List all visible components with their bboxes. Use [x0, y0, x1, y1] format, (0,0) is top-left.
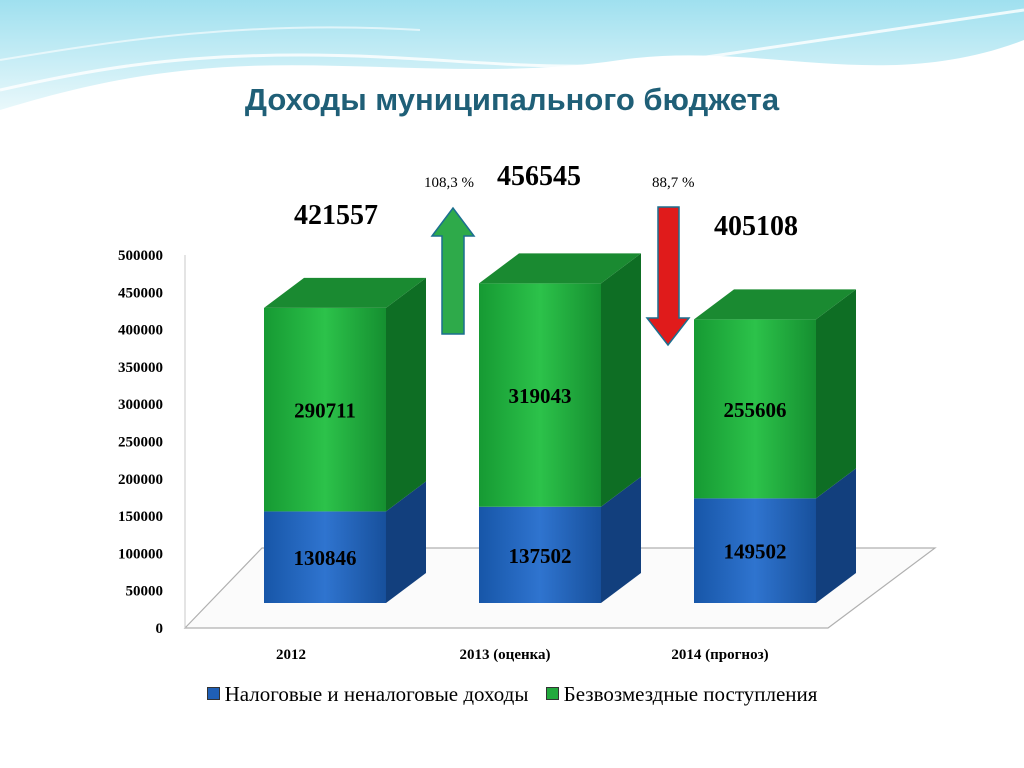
y-tick-label: 200000: [118, 472, 163, 488]
bar-segment-free: 319043: [479, 253, 641, 507]
x-tick-label: 2013 (оценка): [459, 647, 550, 663]
y-tick-label: 150000: [118, 509, 163, 525]
bar-top: [479, 253, 641, 284]
bar-front: [264, 307, 386, 512]
bar-front: [264, 511, 386, 603]
y-tick-label: 350000: [118, 360, 163, 376]
legend-item-tax: Налоговые и неналоговые доходы: [206, 682, 529, 707]
y-tick-label: 250000: [118, 435, 163, 451]
y-tick-label: 50000: [126, 584, 164, 600]
total-label-2013: 456545: [497, 161, 581, 192]
x-tick-label: 2014 (прогноз): [671, 647, 768, 663]
background-wave: [0, 0, 1024, 110]
y-tick-label: 450000: [118, 285, 163, 301]
data-label-free: 255606: [724, 398, 787, 422]
bar-front: [479, 283, 601, 507]
plot-area: 130846 290711 137502 319043 149502 255606: [183, 253, 937, 629]
data-label-tax: 137502: [509, 544, 572, 568]
data-label-free: 319043: [509, 384, 572, 408]
x-axis: 2012 2013 (оценка) 2014 (прогноз): [276, 647, 769, 663]
total-label-2012: 421557: [294, 200, 378, 231]
y-tick-label: 100000: [118, 546, 163, 562]
change-label-down: 88,7 %: [652, 175, 695, 191]
data-label-free: 290711: [294, 399, 356, 423]
change-label-up: 108,3 %: [424, 175, 474, 191]
legend-swatch-tax: [206, 687, 220, 700]
bar-segment-tax: 149502: [694, 468, 856, 603]
bar-segment-tax: 137502: [479, 476, 641, 603]
y-axis: 0 50000 100000 150000 200000 250000 300000 3500…: [118, 248, 163, 637]
legend: Налоговые и неналоговые доходы Безвозмез…: [0, 682, 1024, 707]
bar-top: [694, 289, 856, 320]
bar-side: [816, 289, 856, 499]
legend-item-free: Безвозмездные поступления: [545, 682, 818, 707]
bar-front: [479, 506, 601, 603]
bar-side: [386, 277, 426, 512]
change-arrows: [430, 206, 691, 347]
bar-side: [601, 253, 641, 507]
legend-swatch-free: [545, 687, 559, 700]
bar-front: [694, 319, 816, 499]
y-tick-label: 400000: [118, 323, 163, 339]
arrow-down-icon: [645, 206, 691, 347]
bar-segment-free: 255606: [694, 289, 856, 499]
total-label-2014: 405108: [714, 211, 798, 242]
bar-segment-free: 290711: [264, 277, 426, 512]
bar-side: [816, 468, 856, 603]
arrow-up-icon: [430, 206, 476, 335]
bar-front: [694, 498, 816, 603]
chart-title: Доходы муниципального бюджета: [244, 82, 780, 117]
legend-label-free: Безвозмездные поступления: [563, 682, 818, 706]
data-label-tax: 130846: [294, 546, 357, 570]
bar-segment-tax: 130846: [264, 481, 426, 603]
y-tick-label: 300000: [118, 397, 163, 413]
y-tick-label: 0: [156, 621, 164, 637]
data-label-tax: 149502: [724, 540, 787, 564]
bar-top: [264, 277, 426, 308]
bar-side: [601, 476, 641, 603]
bar-side: [386, 481, 426, 603]
y-tick-label: 500000: [118, 248, 163, 264]
legend-label-tax: Налоговые и неналоговые доходы: [224, 682, 529, 706]
x-tick-label: 2012: [276, 647, 306, 663]
